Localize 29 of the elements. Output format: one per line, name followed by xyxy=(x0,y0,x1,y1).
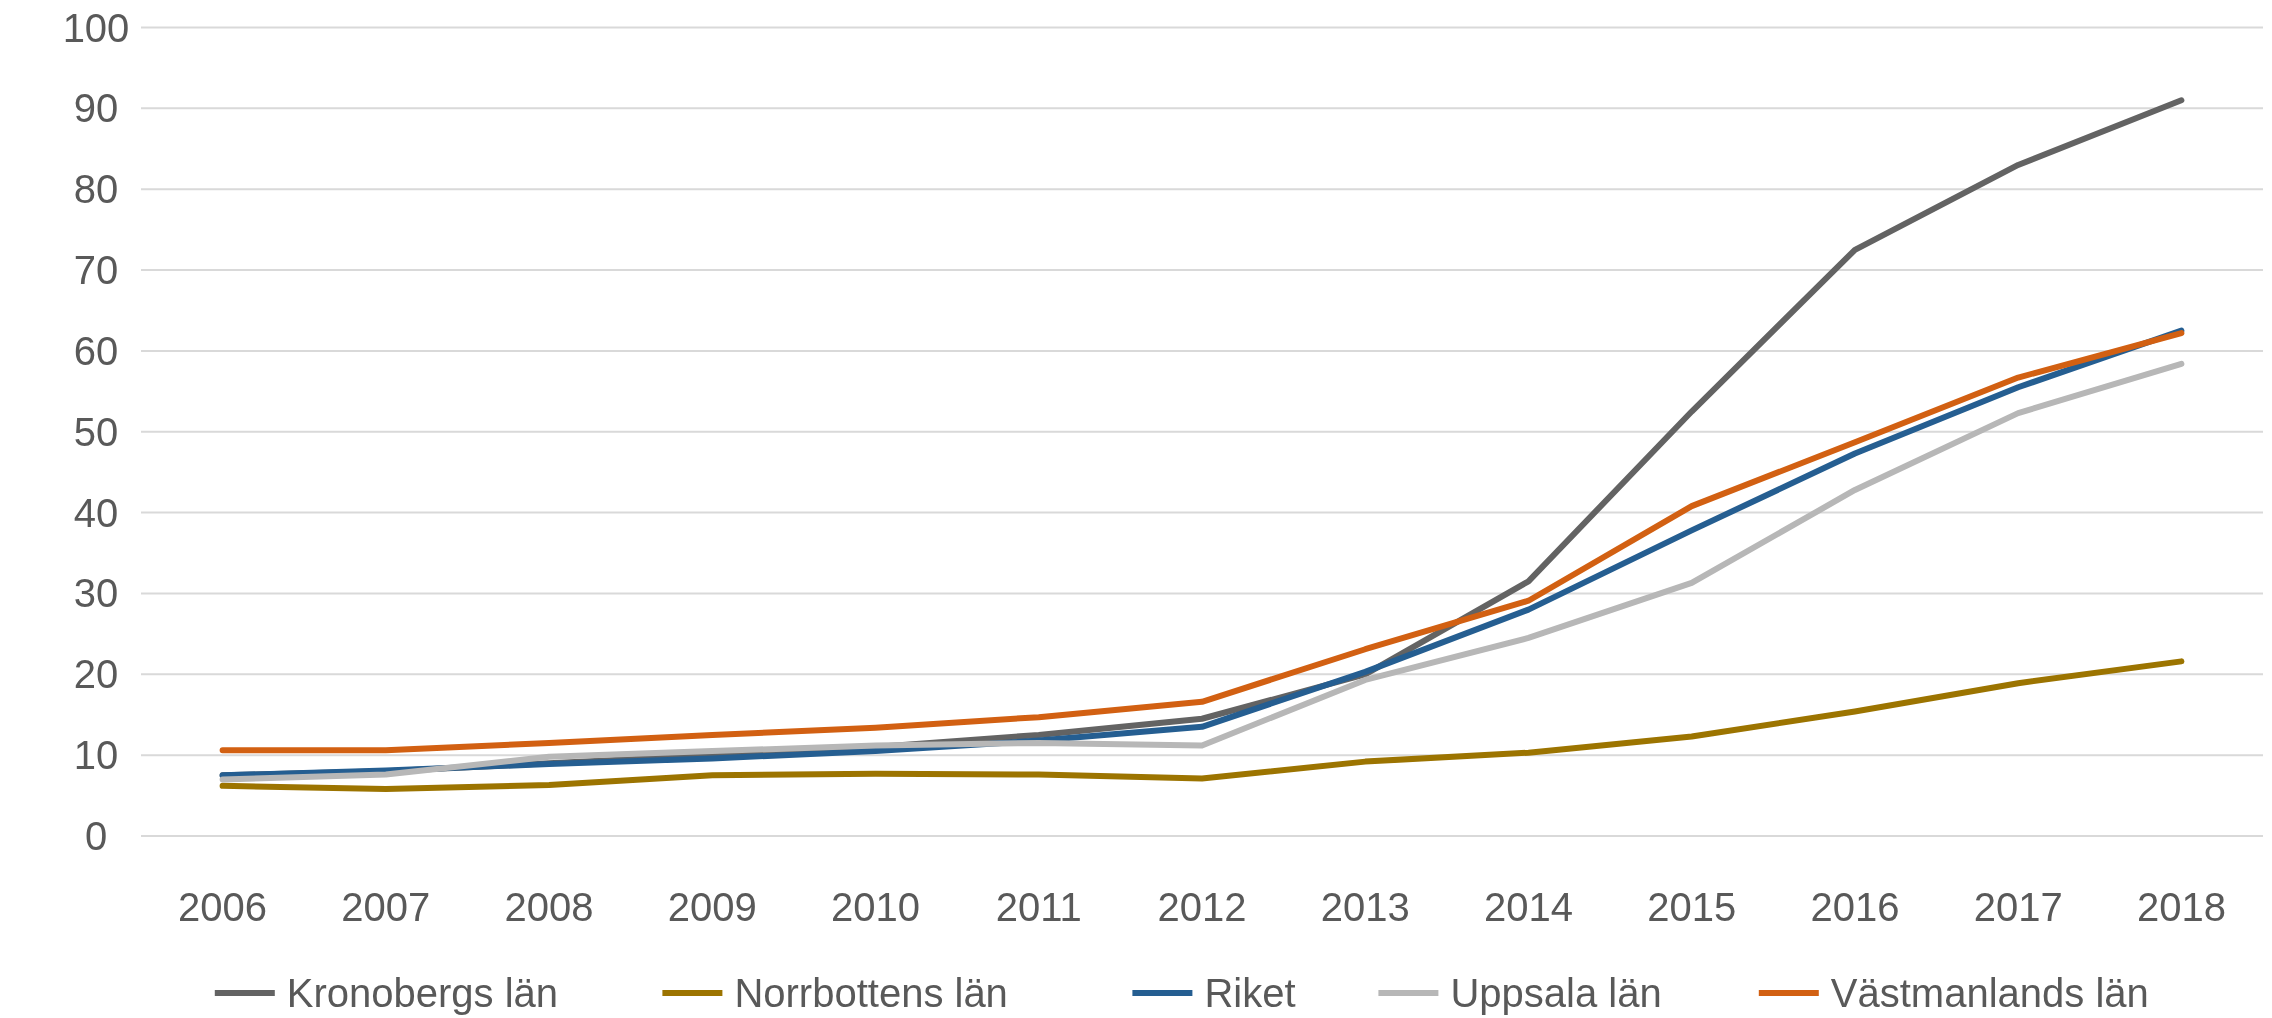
y-tick-label: 100 xyxy=(62,5,130,50)
y-tick-label: 40 xyxy=(73,490,119,535)
y-tick-label: 80 xyxy=(73,167,119,212)
x-tick-label: 2013 xyxy=(1320,885,1410,929)
legend-label: Västmanlands län xyxy=(1830,971,2149,1015)
y-tick-label: 70 xyxy=(73,248,119,293)
y-tick-label: 60 xyxy=(73,328,119,373)
x-tick-label: 2016 xyxy=(1810,885,1900,929)
x-tick-label: 2009 xyxy=(667,885,757,929)
y-tick-label: 50 xyxy=(73,409,119,454)
y-tick-label: 30 xyxy=(73,571,119,616)
y-tick-label: 10 xyxy=(73,733,119,778)
legend-label: Uppsala län xyxy=(1450,971,1662,1015)
y-tick-label: 20 xyxy=(73,652,119,697)
y-tick-label: 0 xyxy=(84,814,108,858)
x-tick-label: 2015 xyxy=(1647,885,1737,929)
legend-label: Norrbottens län xyxy=(734,971,1008,1015)
x-tick-label: 2014 xyxy=(1483,885,1573,929)
legend-label: Riket xyxy=(1204,971,1296,1015)
x-tick-label: 2007 xyxy=(341,885,431,929)
y-tick-label: 90 xyxy=(73,86,119,131)
x-tick-label: 2011 xyxy=(995,885,1082,929)
x-tick-label: 2008 xyxy=(504,885,594,929)
x-tick-label: 2010 xyxy=(831,885,921,929)
legend-label: Kronobergs län xyxy=(286,971,559,1015)
x-tick-label: 2017 xyxy=(1973,885,2063,929)
x-tick-label: 2006 xyxy=(178,885,268,929)
x-tick-label: 2012 xyxy=(1157,885,1247,929)
x-tick-label: 2018 xyxy=(2136,885,2226,929)
